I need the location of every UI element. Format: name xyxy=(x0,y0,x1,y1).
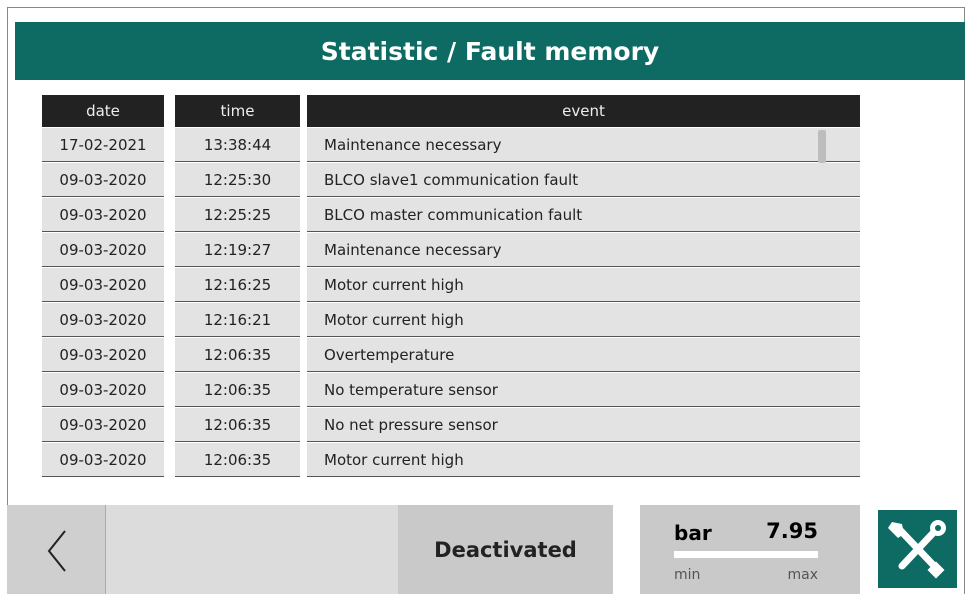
table-cell: Overtemperature xyxy=(307,338,860,372)
table-cell: Motor current high xyxy=(307,303,860,337)
footer-space xyxy=(106,505,398,594)
table-cell: 09-03-2020 xyxy=(42,443,164,477)
table-cell: Motor current high xyxy=(307,443,860,477)
gauge-unit: bar xyxy=(674,521,712,545)
gauge-max: max xyxy=(787,567,818,583)
table-cell: BLCO slave1 communication fault xyxy=(307,163,860,197)
header-title: Statistic / Fault memory xyxy=(15,22,965,80)
table-cell: 09-03-2020 xyxy=(42,198,164,232)
gauge-value: 7.95 xyxy=(766,519,818,543)
gauge: bar 7.95 min max xyxy=(640,505,860,594)
back-button[interactable] xyxy=(7,505,106,594)
table-cell: 12:25:25 xyxy=(175,198,300,232)
table-cell: 12:06:35 xyxy=(175,338,300,372)
column-header: date xyxy=(42,95,164,127)
table-cell: No temperature sensor xyxy=(307,373,860,407)
table-cell: 09-03-2020 xyxy=(42,338,164,372)
table-cell: 12:16:25 xyxy=(175,268,300,302)
back-icon xyxy=(47,530,66,572)
table-cell: 09-03-2020 xyxy=(42,373,164,407)
table-cell: 12:16:21 xyxy=(175,303,300,337)
column-header: event xyxy=(307,95,860,127)
status[interactable]: Deactivated xyxy=(398,505,613,594)
table-cell: 12:19:27 xyxy=(175,233,300,267)
tools-icon xyxy=(888,520,946,579)
table-cell: 13:38:44 xyxy=(175,128,300,162)
table-cell: 12:06:35 xyxy=(175,373,300,407)
table-cell: Maintenance necessary xyxy=(307,233,860,267)
gauge-min: min xyxy=(674,567,701,583)
table-cell: 09-03-2020 xyxy=(42,268,164,302)
table-cell: 12:06:35 xyxy=(175,408,300,442)
column-header: time xyxy=(175,95,300,127)
table-cell: No net pressure sensor xyxy=(307,408,860,442)
table-cell: 09-03-2020 xyxy=(42,408,164,442)
scrollbar[interactable] xyxy=(818,130,826,163)
table-cell: 09-03-2020 xyxy=(42,303,164,337)
table-cell: Motor current high xyxy=(307,268,860,302)
table-cell: BLCO master communication fault xyxy=(307,198,860,232)
table-cell: 12:25:30 xyxy=(175,163,300,197)
table-cell: Maintenance necessary xyxy=(307,128,860,162)
tools-button[interactable] xyxy=(878,510,957,588)
table-cell: 12:06:35 xyxy=(175,443,300,477)
frame xyxy=(7,7,965,594)
table-cell: 09-03-2020 xyxy=(42,163,164,197)
gauge-bar xyxy=(674,551,818,558)
table-cell: 17-02-2021 xyxy=(42,128,164,162)
table-cell: 09-03-2020 xyxy=(42,233,164,267)
